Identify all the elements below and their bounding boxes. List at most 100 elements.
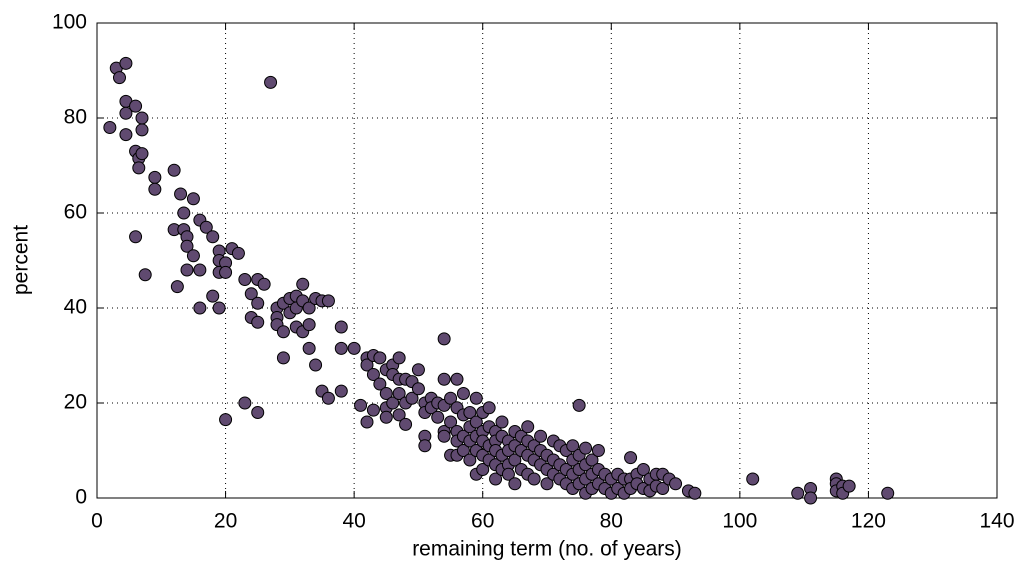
point bbox=[392, 351, 406, 365]
plot-area bbox=[97, 23, 997, 498]
point bbox=[251, 406, 265, 419]
y-tick-label: 20 bbox=[64, 391, 87, 414]
point bbox=[669, 477, 683, 491]
point bbox=[444, 415, 458, 429]
point bbox=[366, 403, 380, 417]
point bbox=[119, 128, 133, 142]
point bbox=[501, 467, 515, 481]
point bbox=[257, 277, 271, 291]
point bbox=[103, 121, 117, 134]
x-tick-label: 100 bbox=[722, 510, 757, 533]
point bbox=[591, 444, 605, 457]
y-tick-label: 60 bbox=[64, 201, 87, 224]
y-tick-label: 40 bbox=[64, 296, 87, 319]
plot-frame bbox=[96, 22, 998, 499]
point bbox=[244, 287, 258, 301]
point bbox=[508, 477, 522, 491]
point bbox=[521, 420, 535, 434]
point bbox=[411, 363, 425, 377]
point bbox=[437, 429, 451, 443]
point bbox=[174, 187, 188, 201]
y-axis-label: percent bbox=[10, 225, 33, 295]
point bbox=[804, 491, 818, 505]
y-tick-label: 80 bbox=[64, 106, 87, 129]
point bbox=[540, 477, 554, 491]
point bbox=[534, 429, 548, 443]
point bbox=[392, 387, 406, 400]
point bbox=[450, 372, 464, 386]
point bbox=[392, 408, 406, 422]
point bbox=[302, 341, 316, 355]
point bbox=[129, 230, 143, 244]
point bbox=[138, 268, 152, 282]
point bbox=[379, 410, 393, 424]
point bbox=[476, 463, 490, 476]
point bbox=[334, 341, 348, 355]
point bbox=[527, 472, 541, 486]
point bbox=[238, 273, 252, 286]
point bbox=[437, 372, 451, 386]
point bbox=[186, 192, 200, 206]
point bbox=[135, 123, 149, 137]
point bbox=[199, 220, 213, 234]
point bbox=[276, 325, 290, 339]
point bbox=[251, 296, 265, 310]
point bbox=[508, 453, 522, 467]
point bbox=[566, 439, 580, 453]
point bbox=[489, 472, 503, 486]
point bbox=[373, 377, 387, 391]
point bbox=[456, 444, 470, 457]
point bbox=[119, 106, 133, 120]
point bbox=[399, 417, 413, 431]
point bbox=[206, 230, 220, 244]
point bbox=[579, 441, 593, 455]
point bbox=[219, 413, 233, 427]
point bbox=[431, 410, 445, 424]
point bbox=[360, 358, 374, 372]
x-tick-label: 20 bbox=[214, 510, 237, 533]
point bbox=[347, 341, 361, 355]
point bbox=[219, 265, 233, 279]
point bbox=[456, 387, 470, 400]
point bbox=[321, 391, 335, 405]
x-tick-label: 40 bbox=[342, 510, 365, 533]
point bbox=[251, 315, 265, 329]
x-tick-label: 60 bbox=[471, 510, 494, 533]
x-tick-label: 120 bbox=[851, 510, 886, 533]
point bbox=[148, 182, 162, 196]
point bbox=[334, 320, 348, 334]
point bbox=[135, 147, 149, 161]
point bbox=[135, 111, 149, 125]
point bbox=[177, 206, 191, 220]
point bbox=[113, 71, 126, 85]
point bbox=[444, 391, 458, 405]
point bbox=[373, 351, 387, 365]
point bbox=[585, 453, 599, 467]
point bbox=[411, 382, 425, 396]
point bbox=[186, 249, 200, 263]
point bbox=[119, 56, 133, 70]
point bbox=[437, 332, 451, 346]
x-axis-label: remaining term (no. of years) bbox=[412, 538, 682, 561]
point bbox=[360, 415, 374, 429]
point bbox=[193, 301, 207, 315]
point bbox=[206, 289, 220, 303]
point bbox=[212, 301, 226, 315]
point bbox=[296, 277, 310, 291]
point bbox=[302, 301, 316, 315]
point bbox=[309, 358, 323, 372]
point bbox=[405, 391, 419, 405]
point bbox=[379, 387, 393, 400]
point bbox=[132, 161, 146, 175]
point bbox=[418, 439, 432, 453]
point bbox=[842, 479, 856, 493]
point bbox=[495, 415, 509, 429]
point bbox=[167, 163, 181, 177]
point bbox=[231, 246, 245, 260]
point bbox=[386, 396, 400, 410]
point bbox=[791, 486, 805, 500]
point bbox=[170, 280, 184, 294]
point bbox=[129, 99, 143, 113]
